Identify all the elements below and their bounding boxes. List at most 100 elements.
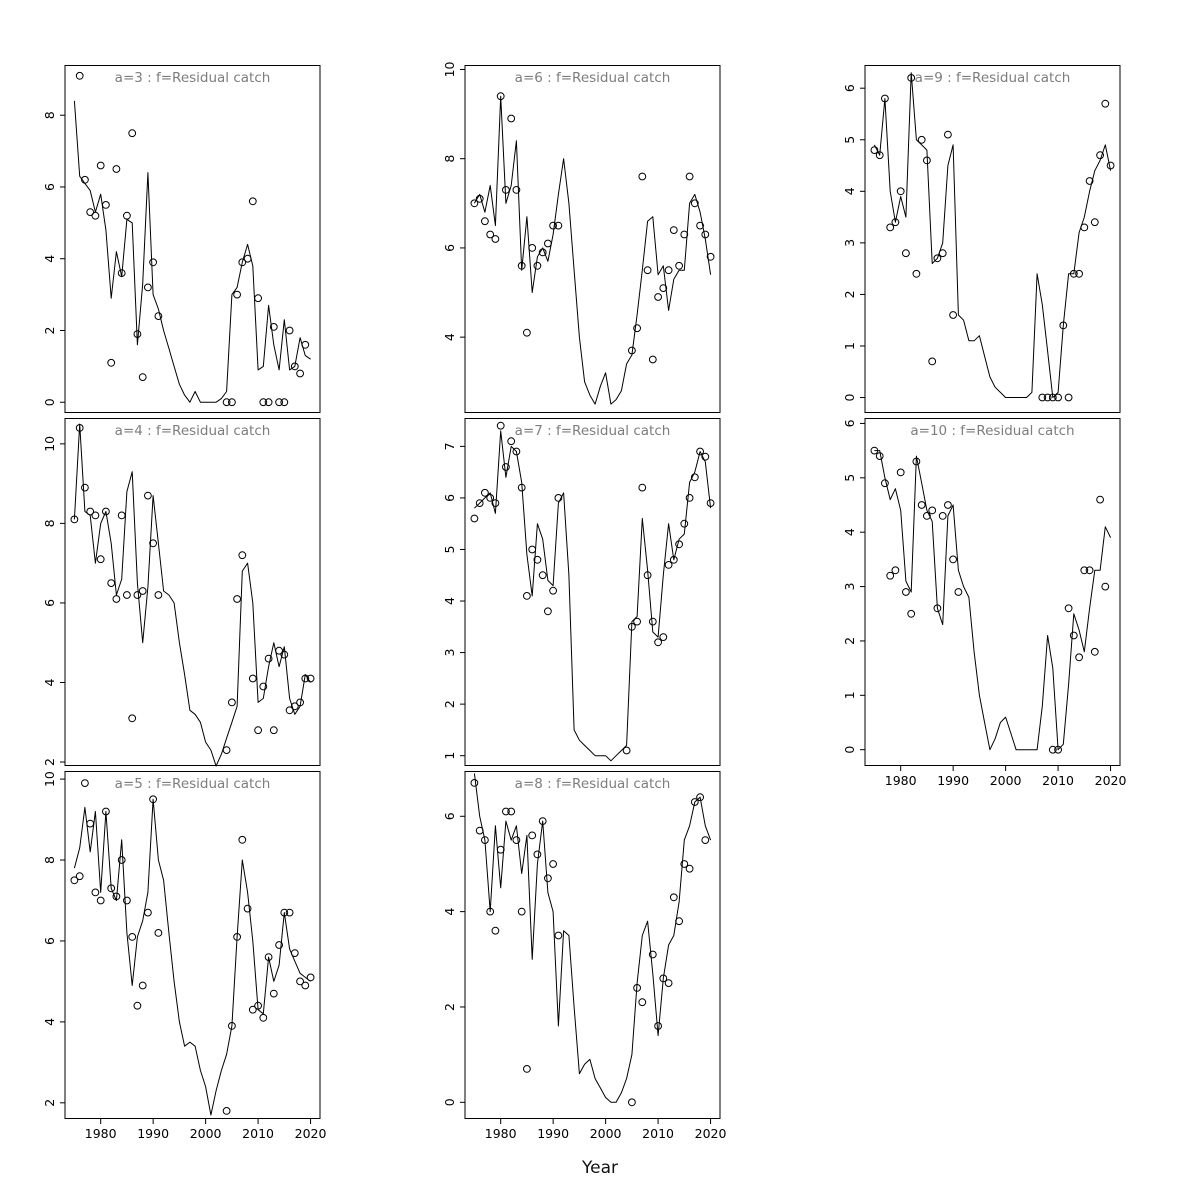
observation-point (254, 294, 263, 303)
y-tick-label: 5 (842, 136, 857, 144)
observation-point (133, 591, 142, 599)
observation-point (933, 604, 942, 613)
observation-point (491, 926, 500, 935)
observation-point (680, 860, 689, 868)
x-axis-title: Year (582, 1158, 618, 1178)
panel-a6: 4 6 8 10 a=6 : f=Residual catch (400, 61, 800, 418)
observation-point (517, 907, 526, 916)
panel-grid: 0 2 4 6 8 a=3 : f=Residual catch 4 6 8 10 a=6 : f… (0, 61, 1200, 1141)
observation-point (259, 398, 268, 407)
observation-point (1069, 269, 1078, 278)
plot-frame (464, 418, 721, 766)
observation-point (1054, 745, 1063, 754)
observation-point (275, 398, 284, 407)
observation-point (269, 726, 278, 735)
observation-point (154, 591, 163, 599)
observation-point (123, 211, 131, 220)
x-tick-label: 2000 (190, 1126, 222, 1141)
y-tick-label: 2 (442, 1003, 457, 1011)
observation-point (944, 501, 952, 509)
x-tick-label: 1990 (937, 773, 969, 788)
observation-point (554, 221, 563, 230)
observation-point (912, 269, 921, 278)
observation-point (690, 199, 699, 208)
observation-point (117, 856, 126, 864)
observation-point (138, 587, 147, 595)
observation-point (96, 161, 105, 170)
observation-point (533, 850, 542, 859)
observation-point (306, 674, 315, 683)
observation-point (633, 984, 642, 992)
observation-point (233, 290, 242, 299)
plot-frame (64, 65, 321, 413)
observation-point (486, 230, 495, 239)
observation-point (475, 194, 484, 203)
observation-point (886, 223, 895, 232)
observation-point (301, 981, 310, 990)
plot-frame (464, 771, 721, 1119)
observation-point (248, 197, 257, 206)
observation-point (269, 323, 278, 331)
observation-point (938, 249, 947, 258)
observation-point (228, 1022, 236, 1030)
observation-point (86, 208, 95, 217)
y-tick-label: 10 (42, 771, 57, 787)
observation-point (1101, 582, 1110, 591)
observation-point (233, 595, 242, 603)
panel-a4-chart: 2 4 6 8 10 a=4 : f=Residual catch (42, 418, 321, 767)
observation-point (149, 539, 158, 548)
observation-point (128, 129, 137, 138)
y-tick-label: 3 (842, 583, 857, 591)
observation-point (528, 244, 537, 252)
observation-point (496, 421, 505, 430)
x-tick-label: 1990 (137, 1126, 169, 1141)
observation-point (81, 779, 89, 788)
observation-point (696, 793, 705, 802)
observation-point (523, 328, 531, 337)
observation-point (664, 561, 673, 569)
y-tick-label: 4 (842, 187, 857, 195)
observation-point (917, 135, 926, 144)
observation-point (254, 1001, 263, 1010)
y-tick-label: 2 (842, 637, 857, 645)
y-tick-label: 6 (442, 812, 457, 820)
x-tick-label: 2020 (295, 1126, 327, 1141)
observation-point (696, 447, 705, 456)
observation-point (622, 746, 631, 755)
observation-point (923, 156, 931, 165)
observation-point (144, 491, 152, 500)
observation-point (123, 896, 131, 905)
panel-a3: 0 2 4 6 8 a=3 : f=Residual catch (0, 65, 400, 418)
y-tick-label: 5 (842, 474, 857, 482)
observation-point (75, 872, 84, 881)
observation-point (296, 698, 305, 707)
observation-point (881, 479, 889, 488)
observation-point (654, 638, 663, 647)
observation-point (290, 949, 299, 958)
plot-frame (64, 771, 321, 1119)
y-tick-label: 6 (842, 84, 857, 92)
observation-point (512, 447, 521, 456)
y-tick-label: 6 (42, 937, 57, 945)
observation-point (248, 674, 257, 683)
observation-point (633, 324, 642, 333)
panel-title: a=8 : f=Residual catch (515, 776, 671, 792)
observation-point (285, 706, 294, 715)
observation-point (486, 494, 495, 502)
y-tick-label: 6 (42, 183, 57, 191)
observation-point (285, 326, 294, 335)
observation-point (475, 499, 484, 507)
observation-point (486, 907, 495, 916)
panel-a5-chart: 2 4 6 8 10 1980 1990 2000 2010 2020 a=5 : f=Residu… (42, 771, 327, 1141)
observation-point (301, 340, 310, 349)
observation-point (470, 779, 479, 787)
observation-point (91, 511, 100, 520)
observation-point (549, 586, 558, 595)
observation-point (107, 358, 116, 367)
observation-point (949, 311, 958, 319)
observation-point (938, 512, 947, 520)
observation-point (933, 254, 942, 263)
observation-point (144, 908, 152, 917)
observation-point (685, 494, 694, 502)
